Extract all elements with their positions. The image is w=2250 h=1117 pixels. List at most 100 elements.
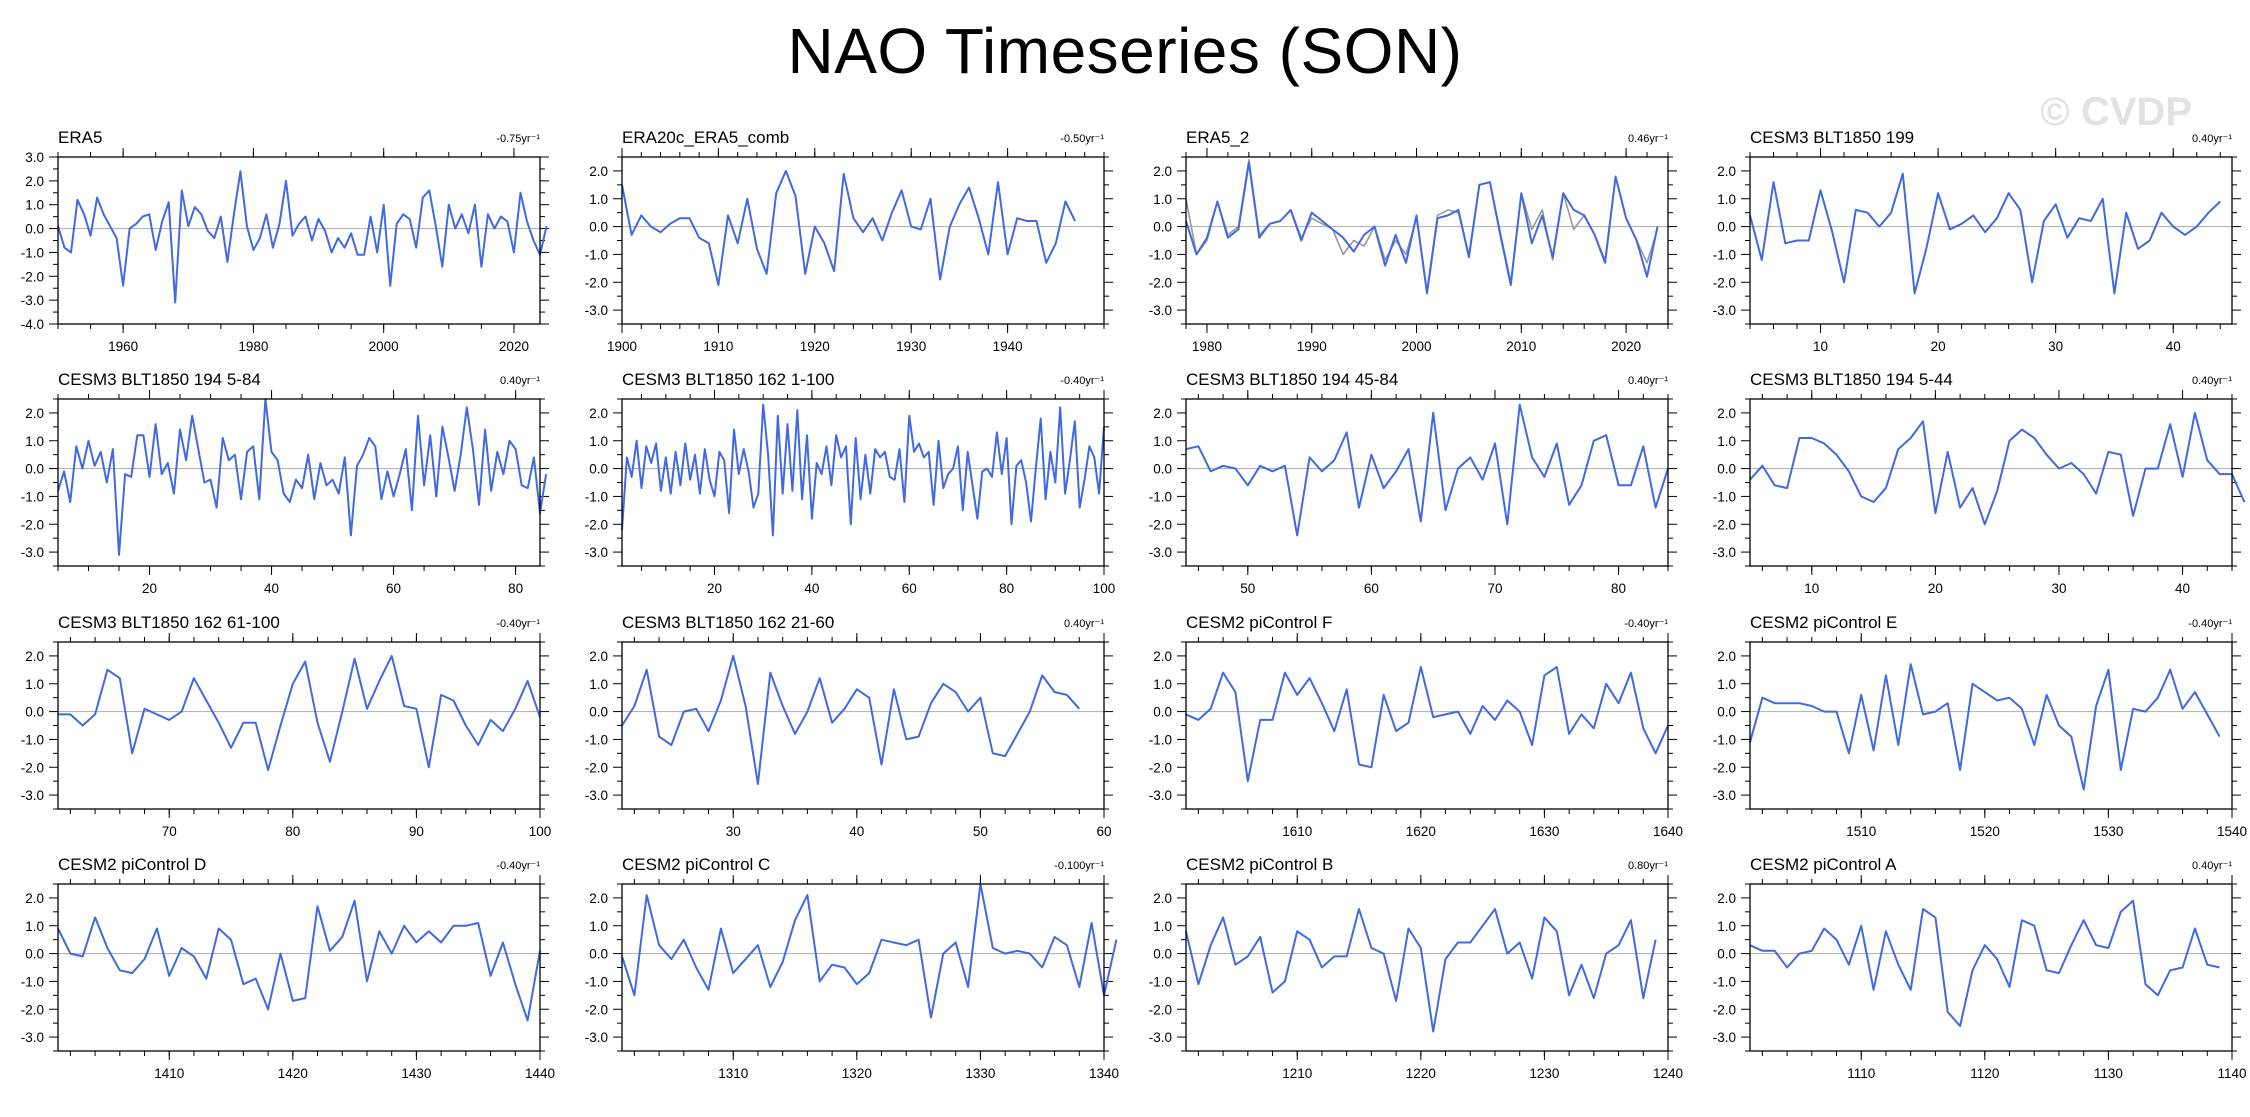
trend-label: 0.80yr⁻¹ bbox=[1628, 860, 1668, 872]
plot-frame bbox=[621, 641, 1105, 810]
y-tick-label: 0.0 bbox=[1153, 947, 1172, 962]
y-tick-label: 2.0 bbox=[589, 649, 608, 664]
y-tick-label: -2.0 bbox=[585, 517, 608, 532]
trend-label: -0.40yr⁻¹ bbox=[1624, 618, 1668, 630]
y-tick-label: -3.0 bbox=[1713, 545, 1736, 560]
trend-label: -0.40yr⁻¹ bbox=[2188, 618, 2232, 630]
x-tick-label: 40 bbox=[2166, 339, 2181, 354]
x-tick-label: 1230 bbox=[1529, 1066, 1559, 1081]
plot-frame bbox=[1185, 883, 1669, 1052]
x-tick-label: 1420 bbox=[278, 1066, 308, 1081]
x-tick-label: 20 bbox=[1928, 581, 1943, 596]
series-line bbox=[1185, 403, 1669, 537]
y-tick-label: -2.0 bbox=[1713, 760, 1736, 775]
y-tick-label: 2.0 bbox=[1153, 649, 1172, 664]
y-tick-label: -3.0 bbox=[585, 788, 608, 803]
x-tick-label: 40 bbox=[264, 581, 279, 596]
y-tick-label: -3.0 bbox=[1149, 545, 1172, 560]
y-tick-label: -3.0 bbox=[585, 303, 608, 318]
y-tick-label: 0.0 bbox=[25, 222, 44, 237]
trend-label: 0.40yr⁻¹ bbox=[1064, 618, 1104, 630]
y-tick-label: -3.0 bbox=[1713, 1030, 1736, 1045]
series-line bbox=[1749, 899, 2220, 1027]
y-tick-label: 0.0 bbox=[1717, 705, 1736, 720]
y-tick-label: -3.0 bbox=[21, 293, 44, 308]
y-tick-label: -2.0 bbox=[585, 275, 608, 290]
cvdp-watermark: © CVDP bbox=[2040, 90, 2192, 134]
y-tick-label: -2.0 bbox=[585, 760, 608, 775]
x-tick-label: 90 bbox=[409, 824, 424, 839]
series-line bbox=[1749, 411, 2246, 526]
panel-title: ERA20c_ERA5_comb bbox=[622, 128, 789, 147]
y-tick-label: -1.0 bbox=[21, 732, 44, 747]
panel-title: CESM3 BLT1850 194 5-84 bbox=[58, 370, 261, 389]
x-tick-label: 2020 bbox=[499, 339, 529, 354]
y-tick-label: 0.0 bbox=[25, 705, 44, 720]
plot-frame bbox=[1185, 398, 1669, 567]
series-line bbox=[621, 654, 1081, 785]
y-tick-label: 1.0 bbox=[25, 919, 44, 934]
x-tick-label: 1330 bbox=[965, 1066, 995, 1081]
x-tick-label: 20 bbox=[707, 581, 722, 596]
plot-frame bbox=[1185, 641, 1669, 810]
y-tick-label: 2.0 bbox=[1717, 649, 1736, 664]
panel-title: CESM3 BLT1850 162 1-100 bbox=[622, 370, 834, 389]
x-tick-label: 1960 bbox=[108, 339, 138, 354]
y-tick-label: -3.0 bbox=[585, 545, 608, 560]
y-tick-label: -1.0 bbox=[1149, 247, 1172, 262]
x-tick-label: 80 bbox=[508, 581, 523, 596]
trend-label: -0.40yr⁻¹ bbox=[496, 860, 540, 872]
y-tick-label: 1.0 bbox=[1717, 434, 1736, 449]
y-tick-label: -3.0 bbox=[21, 545, 44, 560]
y-tick-label: -2.0 bbox=[1149, 517, 1172, 532]
x-tick-label: 30 bbox=[726, 824, 741, 839]
x-tick-label: 1410 bbox=[154, 1066, 184, 1081]
y-tick-label: -3.0 bbox=[1149, 303, 1172, 318]
y-tick-label: -2.0 bbox=[21, 517, 44, 532]
y-tick-label: 1.0 bbox=[1717, 677, 1736, 692]
y-tick-label: 2.0 bbox=[25, 406, 44, 421]
y-tick-label: -1.0 bbox=[1149, 974, 1172, 989]
panel-title: CESM3 BLT1850 199 bbox=[1750, 128, 1914, 147]
y-tick-label: 1.0 bbox=[25, 677, 44, 692]
x-tick-label: 1440 bbox=[525, 1066, 555, 1081]
x-tick-label: 1120 bbox=[1970, 1066, 1999, 1081]
x-tick-label: 1940 bbox=[993, 339, 1023, 354]
y-tick-label: 0.0 bbox=[589, 705, 608, 720]
y-tick-label: 0.0 bbox=[1153, 705, 1172, 720]
y-tick-label: -1.0 bbox=[1149, 489, 1172, 504]
x-tick-label: 2020 bbox=[1611, 339, 1641, 354]
y-tick-label: -3.0 bbox=[1713, 303, 1736, 318]
y-tick-label: 1.0 bbox=[1717, 919, 1736, 934]
y-tick-label: 0.0 bbox=[589, 220, 608, 235]
y-tick-label: -2.0 bbox=[21, 269, 44, 284]
plot-frame bbox=[1185, 156, 1669, 325]
y-tick-label: 1.0 bbox=[589, 434, 608, 449]
x-tick-label: 1610 bbox=[1282, 824, 1312, 839]
y-tick-label: -1.0 bbox=[585, 732, 608, 747]
trend-label: 0.40yr⁻¹ bbox=[2192, 133, 2232, 145]
y-tick-label: 0.0 bbox=[1153, 462, 1172, 477]
x-tick-label: 100 bbox=[529, 824, 552, 839]
series-line bbox=[57, 899, 541, 1022]
y-tick-label: -1.0 bbox=[1713, 974, 1736, 989]
x-tick-label: 1310 bbox=[718, 1066, 748, 1081]
trend-label: 0.40yr⁻¹ bbox=[2192, 860, 2232, 872]
x-tick-label: 80 bbox=[1611, 581, 1626, 596]
x-tick-label: 1430 bbox=[401, 1066, 431, 1081]
panel-title: CESM3 BLT1850 194 5-44 bbox=[1750, 370, 1953, 389]
y-tick-label: 1.0 bbox=[1153, 919, 1172, 934]
trend-label: -0.75yr⁻¹ bbox=[496, 133, 540, 145]
x-tick-label: 1130 bbox=[2094, 1066, 2123, 1081]
y-tick-label: -2.0 bbox=[21, 760, 44, 775]
x-tick-label: 50 bbox=[1240, 581, 1255, 596]
x-tick-label: 1930 bbox=[896, 339, 926, 354]
y-tick-label: 2.0 bbox=[1717, 406, 1736, 421]
y-tick-label: -1.0 bbox=[21, 489, 44, 504]
plot-frame bbox=[621, 883, 1105, 1052]
y-tick-label: -1.0 bbox=[585, 974, 608, 989]
x-tick-label: 30 bbox=[2048, 339, 2063, 354]
y-tick-label: -2.0 bbox=[1149, 760, 1172, 775]
y-tick-label: -2.0 bbox=[1713, 1002, 1736, 1017]
y-tick-label: 1.0 bbox=[1153, 434, 1172, 449]
